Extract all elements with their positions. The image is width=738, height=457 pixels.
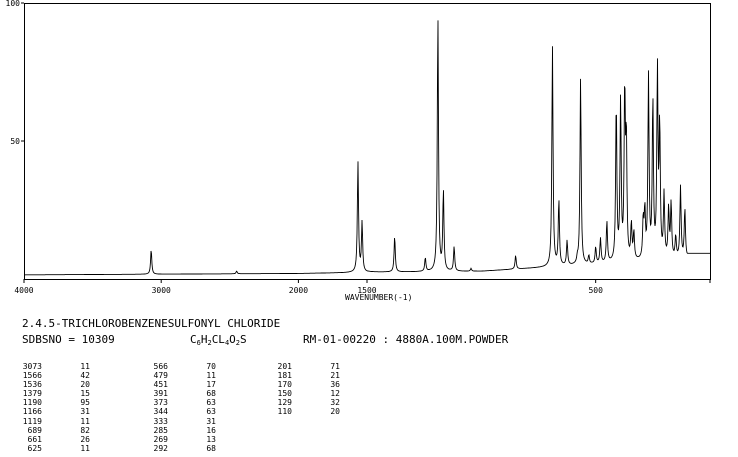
peak-transmittance: 17 (206, 380, 216, 390)
axis-ticks: 4000 3000 2000 1500 500 50 100 (6, 0, 711, 295)
spectrum-chart: 4000 3000 2000 1500 500 50 100 WAVENUMBER(-1) (6, 0, 711, 302)
peak-wavenumber: 110 (277, 407, 292, 417)
molecular-formula: C6H2CL4O2S (190, 333, 247, 347)
peak-transmittance: 68 (206, 389, 216, 399)
peak-transmittance: 16 (206, 425, 216, 435)
x-tick-label: 1500 (357, 286, 376, 295)
sdbs-number: SDBSNO = 10309 (22, 333, 115, 346)
peak-transmittance: 31 (80, 407, 90, 417)
peak-transmittance: 11 (80, 362, 90, 371)
peak-wavenumber: 625 (27, 443, 42, 453)
peak-wavenumber: 170 (277, 380, 292, 390)
x-tick-label: 3000 (152, 286, 171, 295)
peak-wavenumber: 451 (153, 380, 168, 390)
peak-wavenumber: 1566 (22, 371, 42, 381)
peak-transmittance: 11 (80, 443, 90, 453)
peak-wavenumber: 1190 (22, 398, 42, 408)
y-tick-label: 50 (10, 137, 20, 146)
peak-wavenumber: 344 (153, 407, 168, 417)
peak-transmittance: 31 (206, 416, 216, 426)
peak-wavenumber: 479 (153, 371, 168, 381)
peak-wavenumber: 269 (153, 434, 168, 444)
peak-wavenumber: 150 (277, 389, 292, 399)
peak-transmittance: 32 (330, 398, 340, 408)
peak-transmittance: 15 (80, 389, 90, 399)
peak-transmittance: 26 (80, 434, 90, 444)
peak-transmittance: 42 (80, 371, 90, 381)
peak-transmittance: 82 (80, 425, 90, 435)
peak-wavenumber: 1379 (22, 389, 42, 399)
y-tick-label: 100 (6, 0, 21, 8)
peak-transmittance: 11 (206, 371, 216, 381)
peak-transmittance: 95 (80, 398, 90, 408)
x-tick-label: 2000 (289, 286, 308, 295)
peak-transmittance: 68 (206, 443, 216, 453)
peak-wavenumber: 285 (153, 425, 168, 435)
x-tick-label: 500 (588, 286, 603, 295)
peak-wavenumber: 661 (27, 434, 42, 444)
peak-transmittance: 20 (80, 380, 90, 390)
peak-wavenumber: 391 (153, 389, 168, 399)
x-tick-label: 4000 (14, 286, 33, 295)
peak-wavenumber: 373 (153, 398, 168, 408)
peak-transmittance: 70 (206, 362, 216, 371)
measurement-method: RM-01-00220 : 4880A.100M.POWDER (303, 333, 509, 346)
x-axis-label: WAVENUMBER(-1) (345, 293, 412, 302)
peak-transmittance: 63 (206, 407, 216, 417)
peak-transmittance: 11 (80, 416, 90, 426)
peak-wavenumber: 181 (277, 371, 292, 381)
peak-wavenumber: 129 (277, 398, 292, 408)
peak-wavenumber: 566 (153, 362, 168, 371)
compound-name: 2.4.5-TRICHLOROBENZENESULFONYL CHLORIDE (22, 317, 281, 330)
peak-wavenumber: 1119 (22, 416, 42, 426)
peak-transmittance: 12 (330, 389, 340, 399)
peak-transmittance: 71 (330, 362, 340, 371)
peak-wavenumber: 333 (153, 416, 168, 426)
compound-id-line: SDBSNO = 10309 C6H2CL4O2S RM-01-00220 : … (22, 334, 508, 378)
peak-wavenumber: 689 (27, 425, 42, 435)
peak-transmittance: 13 (206, 434, 216, 444)
peak-wavenumber: 1536 (22, 380, 42, 390)
peak-transmittance: 20 (330, 407, 340, 417)
peak-transmittance: 21 (330, 371, 340, 381)
peak-transmittance: 63 (206, 398, 216, 408)
peak-wavenumber: 3073 (22, 362, 42, 371)
peak-wavenumber: 292 (153, 443, 168, 453)
spectrum-trace (24, 20, 710, 276)
peak-transmittance: 36 (330, 380, 340, 390)
peak-wavenumber: 201 (277, 362, 292, 371)
peak-wavenumber: 1166 (22, 407, 42, 417)
